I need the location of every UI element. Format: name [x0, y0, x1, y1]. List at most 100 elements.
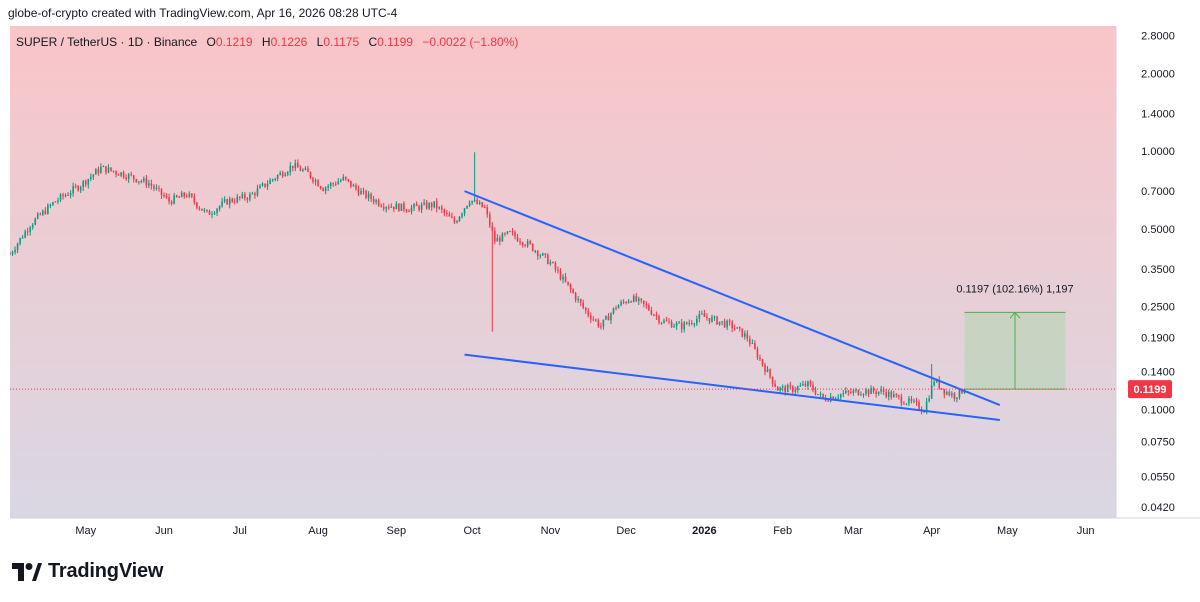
candle-body — [458, 216, 461, 222]
candle-body — [862, 393, 865, 395]
candle — [693, 322, 696, 328]
candle — [908, 395, 910, 407]
candle-body — [137, 181, 140, 183]
candle-body — [191, 193, 193, 197]
candle — [865, 387, 867, 397]
candle-body — [261, 183, 264, 186]
candle — [794, 386, 797, 395]
candle — [746, 330, 749, 342]
tradingview-logo[interactable]: TradingView — [12, 560, 163, 583]
candle — [645, 301, 648, 309]
candle — [107, 164, 110, 174]
candle — [519, 238, 521, 246]
candle — [665, 316, 668, 322]
candle-body — [299, 167, 302, 171]
candle — [630, 300, 632, 303]
price-tick-label: 0.7000 — [1141, 186, 1175, 198]
candle — [360, 187, 362, 195]
legend-symbol: SUPER / TetherUS · 1D · Binance — [16, 35, 198, 49]
candle-body — [362, 190, 365, 192]
candle — [216, 207, 218, 216]
candle-body — [683, 322, 685, 330]
candle-body — [11, 252, 14, 254]
candle — [342, 174, 345, 181]
candle-body — [602, 319, 605, 327]
candle-body — [438, 207, 441, 209]
legend-open-label: O — [207, 35, 216, 49]
candle — [327, 184, 329, 192]
candle-body — [865, 389, 867, 394]
candle — [281, 170, 284, 179]
price-chart[interactable]: 0.1197 (102.16%) 1,197 2.8000 2.0000 1.400… — [10, 26, 1200, 544]
candle-body — [938, 379, 941, 389]
candle — [19, 237, 21, 246]
candle-body — [913, 400, 915, 402]
candle-body — [625, 301, 627, 303]
candle — [536, 249, 539, 260]
candle-body — [329, 183, 332, 187]
candle-body — [595, 319, 597, 321]
candle-body — [132, 175, 135, 180]
candle — [206, 209, 208, 213]
candle — [226, 198, 228, 206]
price-axis[interactable]: 2.8000 2.0000 1.4000 1.0000 0.7000 0.5000 0.35… — [1141, 31, 1175, 514]
candle — [749, 335, 751, 347]
candle-body — [188, 193, 191, 197]
candle-body — [650, 310, 653, 315]
candle-body — [842, 393, 845, 395]
candle — [92, 174, 95, 180]
candle — [178, 195, 180, 198]
candle — [744, 330, 746, 340]
candle-body — [903, 403, 905, 405]
legend-change: −0.0022 (−1.80%) — [422, 35, 518, 49]
candle-body — [435, 201, 438, 209]
candle — [504, 232, 506, 237]
candle-body — [355, 184, 357, 189]
candle — [312, 176, 314, 184]
candle — [403, 201, 405, 213]
time-axis[interactable]: May Jun Jul Aug Sep Oct Nov Dec 2026 Feb Mar Apr May… — [75, 525, 1094, 537]
candle — [893, 390, 895, 398]
candle-body — [509, 231, 511, 233]
candle — [880, 385, 882, 395]
candle-body — [365, 190, 367, 198]
price-tick-label: 0.3500 — [1141, 264, 1175, 276]
candle-body — [271, 179, 274, 181]
candle — [198, 206, 201, 211]
candle — [607, 312, 610, 321]
candle — [648, 303, 650, 312]
candle-body — [26, 231, 29, 233]
measure-tool[interactable]: 0.1197 (102.16%) 1,197 — [956, 283, 1074, 390]
price-tick-label: 0.0420 — [1141, 502, 1175, 514]
candle — [294, 159, 297, 172]
candle — [430, 201, 433, 211]
candle — [191, 192, 193, 199]
candle-body — [600, 326, 602, 328]
candle-body — [206, 209, 208, 212]
candle-body — [143, 178, 145, 182]
candle — [855, 388, 857, 393]
candle — [781, 384, 784, 392]
candle — [819, 391, 822, 397]
candle-body — [466, 205, 468, 209]
candle — [771, 376, 774, 388]
candle-body — [544, 253, 547, 255]
candle — [946, 390, 948, 396]
candle-body — [367, 193, 370, 198]
candle — [625, 301, 627, 305]
candle-body — [31, 224, 34, 228]
candle-body — [370, 193, 372, 199]
time-tick-label: May — [997, 525, 1018, 537]
candle — [16, 242, 19, 254]
candle — [24, 229, 26, 239]
candle — [304, 166, 307, 171]
candle-body — [918, 401, 920, 410]
candle-body — [733, 328, 736, 330]
candle — [867, 389, 870, 398]
candle — [10, 251, 11, 255]
chart-frame[interactable]: 0.1197 (102.16%) 1,197 2.8000 2.0000 1.400… — [10, 26, 1200, 544]
candle — [713, 315, 716, 321]
candle — [145, 174, 148, 189]
candle-body — [158, 187, 160, 189]
candle-body — [276, 175, 279, 179]
